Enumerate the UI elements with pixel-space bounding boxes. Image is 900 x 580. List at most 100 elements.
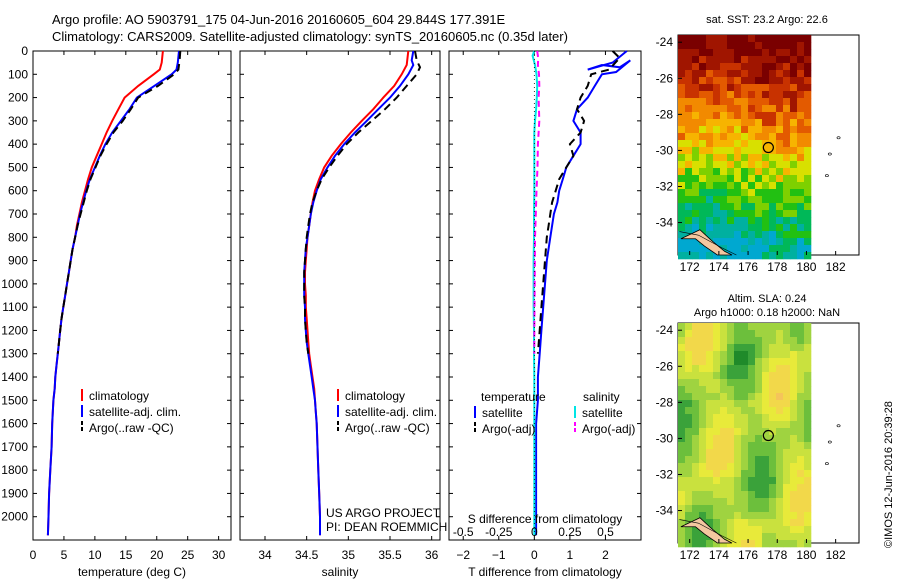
sla_map-cell <box>734 323 742 331</box>
sla_map-cell <box>797 337 805 345</box>
sla_map-cell <box>762 337 770 345</box>
sla_map-cell <box>776 414 784 422</box>
sst_map-cell <box>727 42 735 50</box>
sst_map-cell <box>790 161 798 169</box>
sla_map-cell <box>699 393 707 401</box>
sst_map-cell <box>720 252 728 260</box>
sla_map-cell <box>790 407 798 415</box>
sst_map-cell <box>769 245 777 253</box>
sst_map-cell <box>706 35 714 43</box>
sla_map-cell <box>713 428 721 436</box>
sla_map-cell <box>741 344 749 352</box>
sla_map-cell <box>734 512 742 520</box>
sst_map-cell <box>755 147 763 155</box>
sla_map-cell <box>762 491 770 499</box>
sst_map-cell <box>797 203 805 211</box>
sla_map-cell <box>678 512 686 520</box>
sla_map-cell <box>748 351 756 359</box>
sst_map-cell <box>699 203 707 211</box>
sst_map-cell <box>790 189 798 197</box>
sla_map-cell <box>755 498 763 506</box>
sst_map-cell <box>804 147 812 155</box>
sla_map-cell <box>692 428 700 436</box>
sla_map-cell <box>790 526 798 534</box>
sla_map-cell <box>783 540 791 548</box>
sla_map-cell <box>748 470 756 478</box>
sst_map-ytick-label: -34 <box>656 216 674 230</box>
sst_map-cell <box>790 140 798 148</box>
sst_map-cell <box>790 42 798 50</box>
sst_map-cell <box>678 126 686 134</box>
sla_map-cell <box>790 323 798 331</box>
sst_map-cell <box>748 56 756 64</box>
sla_map-cell <box>734 379 742 387</box>
sst_map-cell <box>706 175 714 183</box>
sst_map-cell <box>783 112 791 120</box>
sla_map-cell <box>762 512 770 520</box>
sla_map-cell <box>678 491 686 499</box>
sla_map-island <box>827 440 832 444</box>
sst_map-cell <box>769 112 777 120</box>
sla_map-cell <box>762 533 770 541</box>
sla_map-cell <box>734 428 742 436</box>
sst_map-cell <box>720 168 728 176</box>
sla_map-xtick-label: 178 <box>767 548 787 562</box>
sla_map-cell <box>706 470 714 478</box>
sst_map-cell <box>685 210 693 218</box>
sst_map-cell <box>706 147 714 155</box>
sst_map-cell <box>727 63 735 71</box>
sla_map-cell <box>748 379 756 387</box>
sst_map-cell <box>706 252 714 260</box>
sla_map-cell <box>678 540 686 548</box>
temperature-legend-label: Argo(..raw -QC) <box>89 421 174 435</box>
sst_map-cell <box>685 56 693 64</box>
depth-tick-label: 1100 <box>2 300 28 314</box>
diff-legend-label: satellite <box>582 406 623 420</box>
sla_map-cell <box>713 484 721 492</box>
credit-project: US ARGO PROJECT <box>326 506 441 520</box>
depth-tick-label: 1000 <box>1 277 28 291</box>
sst_map-cell <box>804 42 812 50</box>
sla_map-cell <box>720 456 728 464</box>
sla_map-cell <box>790 470 798 478</box>
sst_map-cell <box>755 238 763 246</box>
sst_map-cell <box>804 217 812 225</box>
sdiff-tick-label: -0.25 <box>485 525 513 539</box>
sst_map-cell <box>769 161 777 169</box>
sst_map-cell <box>720 63 728 71</box>
sla_map-cell <box>741 456 749 464</box>
sla_map-ytick-label: -30 <box>656 431 674 445</box>
header-line-1: Argo profile: AO 5903791_175 04-Jun-2016… <box>52 12 506 27</box>
sst_map-cell <box>762 203 770 211</box>
sla_map-cell <box>699 442 707 450</box>
sst_map-cell <box>762 182 770 190</box>
sst_map-cell <box>762 175 770 183</box>
sst_map-cell <box>734 224 742 232</box>
sst_map-cell <box>797 168 805 176</box>
sst_map-ytick-label: -24 <box>656 35 674 49</box>
sst_map-cell <box>776 56 784 64</box>
sla_map-cell <box>741 351 749 359</box>
sst_map-cell <box>685 63 693 71</box>
sst_map-cell <box>748 70 756 78</box>
sla_map-cell <box>748 330 756 338</box>
sst_map-cell <box>685 175 693 183</box>
sla_map-cell <box>713 435 721 443</box>
sst_map-cell <box>797 252 805 260</box>
sst_map-cell <box>678 84 686 92</box>
sst_map-cell <box>734 161 742 169</box>
sla_map-cell <box>720 337 728 345</box>
sla_map-cell <box>727 344 735 352</box>
sst_map-cell <box>678 168 686 176</box>
sla_map-cell <box>769 456 777 464</box>
sst_map-cell <box>783 203 791 211</box>
sla_map-cell <box>678 372 686 380</box>
sla_map-cell <box>748 414 756 422</box>
sla_map-cell <box>727 519 735 527</box>
sla_map-cell <box>769 421 777 429</box>
sst_map-cell <box>769 154 777 162</box>
sla_map-cell <box>797 456 805 464</box>
sla_map-cell <box>755 414 763 422</box>
sst_map-cell <box>783 105 791 113</box>
sla_map-cell <box>706 477 714 485</box>
